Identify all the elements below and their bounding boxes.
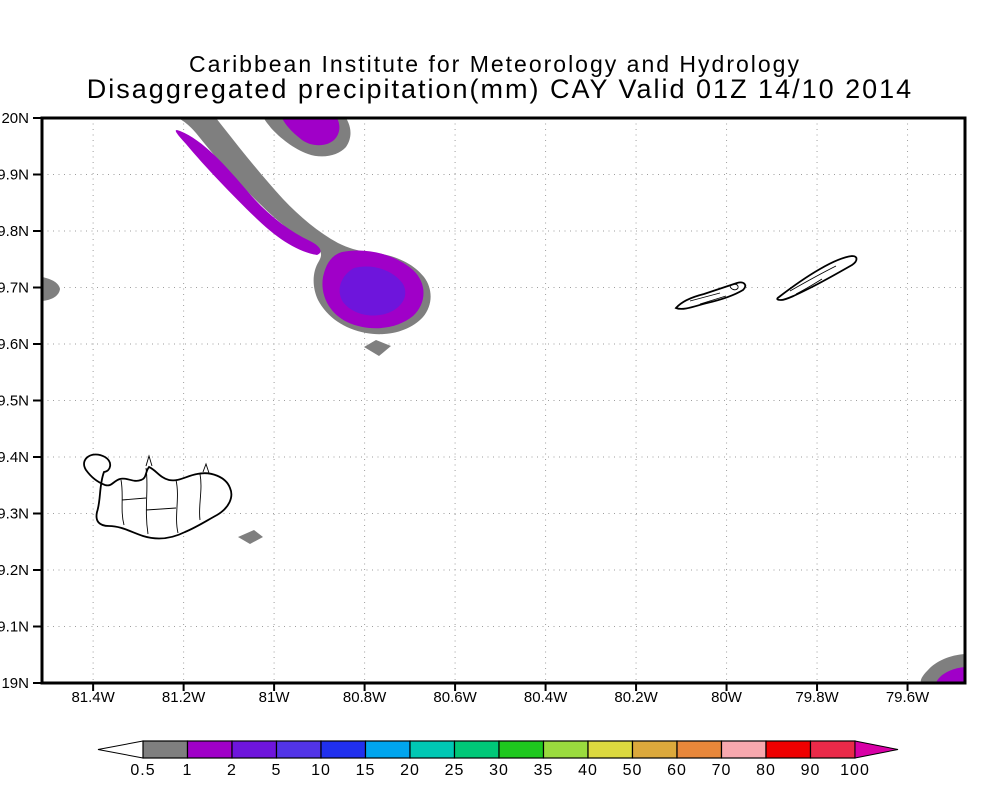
colorbar: 0.5 1 2 5 10 15 20 25 30 35 40 50 60 70 80 90 100 — [97, 740, 899, 779]
colorbar-segment — [676, 740, 723, 759]
island-cayman-brac-inner — [789, 265, 837, 295]
colorbar-label: 40 — [578, 762, 598, 779]
precip-speck-196 — [364, 340, 391, 356]
lon-label: 80.2W — [614, 689, 658, 706]
map-frame — [40, 116, 967, 685]
colorbar-segment — [186, 740, 233, 759]
island-grand-cayman-districts — [120, 454, 210, 535]
colorbar-label: 70 — [712, 762, 732, 779]
lat-label: 19.3N — [0, 506, 29, 523]
colorbar-label: 2 — [227, 762, 237, 779]
colorbar-segment — [765, 740, 812, 759]
lat-label: 19.7N — [0, 280, 29, 297]
colorbar-label: 20 — [400, 762, 420, 779]
lon-label: 79.8W — [795, 689, 839, 706]
gridlines — [42, 118, 965, 683]
lat-label: 19.1N — [0, 619, 29, 636]
colorbar-segment — [498, 740, 545, 759]
colorbar-segment — [409, 740, 456, 759]
colorbar-label: 15 — [356, 762, 376, 779]
lon-label: 80W — [711, 689, 743, 706]
colorbar-label: 100 — [840, 762, 870, 779]
lon-label: 80.6W — [433, 689, 477, 706]
colorbar-label: 0.5 — [130, 762, 155, 779]
colorbar-label: 35 — [534, 762, 554, 779]
island-grand-cayman — [83, 453, 233, 540]
axis-layer: 81.4W 81.2W 81W 80.8W 80.6W 80.4W 80.2W 80W 79.8… — [0, 110, 930, 706]
islands — [83, 255, 858, 540]
colorbar-over-arrow — [854, 740, 899, 759]
colorbar-label: 30 — [489, 762, 509, 779]
colorbar-label: 10 — [311, 762, 331, 779]
colorbar-segment — [275, 740, 322, 759]
lat-label: 19.9N — [0, 167, 29, 184]
precip-speck-1925 — [238, 530, 263, 544]
lon-label: 79.6W — [886, 689, 930, 706]
island-cayman-brac — [776, 255, 858, 301]
colorbar-label: 90 — [801, 762, 821, 779]
island-little-cayman-inner — [689, 283, 739, 305]
colorbar-label: 25 — [445, 762, 465, 779]
lon-label: 81.4W — [71, 689, 115, 706]
precip-speck-west — [42, 277, 60, 301]
colorbar-label: 80 — [756, 762, 776, 779]
lon-label: 81.2W — [162, 689, 206, 706]
lon-label: 80.8W — [343, 689, 387, 706]
colorbar-segment — [320, 740, 367, 759]
colorbar-segment — [587, 740, 634, 759]
colorbar-label: 5 — [272, 762, 282, 779]
colorbar-label: 50 — [623, 762, 643, 779]
lat-label: 19N — [1, 675, 29, 692]
colorbar-segment — [542, 740, 589, 759]
colorbar-segment — [231, 740, 278, 759]
colorbar-segment — [364, 740, 411, 759]
colorbar-under-arrow — [97, 740, 144, 759]
lat-label: 20N — [1, 110, 29, 127]
precip-shapes — [42, 118, 965, 683]
institution-title: Caribbean Institute for Meteorology and … — [189, 51, 801, 77]
lat-label: 19.5N — [0, 393, 29, 410]
colorbar-segment — [809, 740, 856, 759]
colorbar-segment — [453, 740, 500, 759]
lat-label: 19.4N — [0, 449, 29, 466]
precip-cell-magenta — [282, 118, 340, 146]
lon-label: 80.4W — [524, 689, 568, 706]
precip-corner-se-magenta — [936, 667, 965, 683]
lat-label: 19.8N — [0, 223, 29, 240]
lon-label: 81W — [259, 689, 291, 706]
colorbar-label: 60 — [667, 762, 687, 779]
precip-band-nw-magenta — [175, 130, 321, 255]
colorbar-segment — [631, 740, 678, 759]
colorbar-segment — [142, 740, 189, 759]
lat-label: 19.2N — [0, 562, 29, 579]
colorbar-segment — [720, 740, 767, 759]
lat-label: 19.6N — [0, 336, 29, 353]
colorbar-label: 1 — [183, 762, 193, 779]
precip-cell197-purple — [339, 266, 406, 316]
chart-title: Disaggregated precipitation(mm) CAY Vali… — [86, 74, 914, 104]
